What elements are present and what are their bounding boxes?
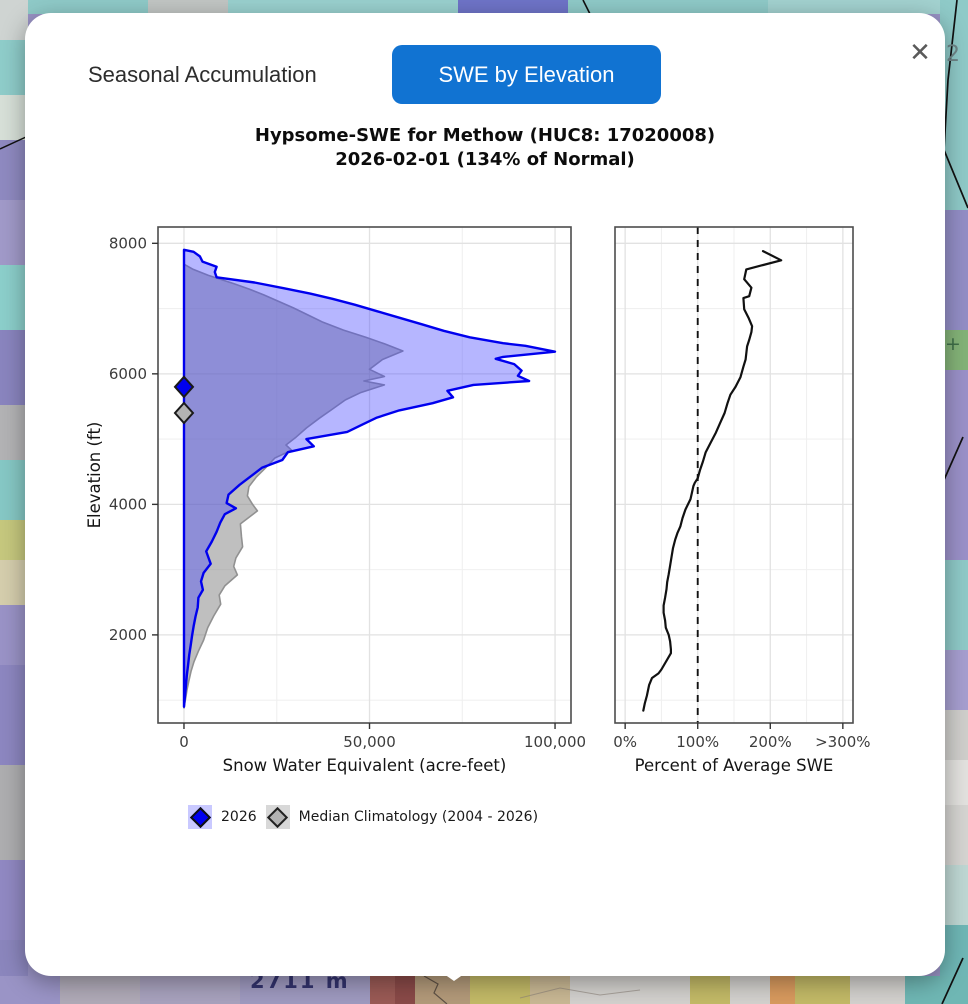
- map-tile: [0, 976, 60, 1004]
- close-icon[interactable]: ✕: [909, 36, 931, 67]
- legend-diamond-icon: [188, 805, 212, 829]
- map-number-label: 2: [946, 42, 960, 67]
- map-tile: [0, 265, 28, 330]
- svg-text:100,000: 100,000: [524, 733, 586, 751]
- svg-text:100%: 100%: [676, 733, 719, 751]
- svg-text:0%: 0%: [613, 733, 637, 751]
- map-tile: [770, 976, 795, 1004]
- svg-text:2000: 2000: [109, 626, 147, 644]
- map-tile: [795, 976, 850, 1004]
- chart-title: Hypsome-SWE for Methow (HUC8: 17020008): [254, 125, 716, 146]
- map-tile: [0, 0, 28, 40]
- swe-popup: Seasonal Accumulation SWE by Elevation ✕…: [25, 13, 945, 976]
- svg-text:>300%: >300%: [815, 733, 870, 751]
- map-tile: [768, 0, 948, 14]
- svg-text:8000: 8000: [109, 234, 147, 252]
- tab-swe-by-elevation[interactable]: SWE by Elevation: [392, 45, 661, 104]
- svg-text:0: 0: [179, 733, 189, 751]
- legend-item: 2026: [188, 805, 257, 829]
- svg-text:Elevation (ft): Elevation (ft): [85, 422, 104, 529]
- hypsome-swe-chart: 0 50,000 100,000 2000 4000 6000 8000 Snow Water…: [85, 226, 871, 775]
- map-tile: [0, 520, 28, 560]
- tab-seasonal-accumulation[interactable]: Seasonal Accumulation: [88, 62, 317, 87]
- map-tile: [0, 200, 28, 265]
- svg-text:Snow Water Equivalent (acre-fe: Snow Water Equivalent (acre-feet): [223, 756, 507, 775]
- legend-diamond-icon: [265, 805, 290, 829]
- legend-label: 2026: [221, 809, 257, 825]
- legend-item: Median Climatology (2004 - 2026): [265, 805, 539, 829]
- map-tile: [570, 976, 690, 1004]
- svg-text:6000: 6000: [109, 365, 147, 383]
- map-tile: [850, 976, 905, 1004]
- map-tile: [0, 330, 28, 405]
- map-tile: [458, 0, 568, 14]
- map-tile: [0, 860, 28, 940]
- map-tile: [148, 0, 228, 14]
- map-tile: [140, 976, 240, 1004]
- chart-legend: 2026 Median Climatology (2004 - 2026): [188, 805, 538, 829]
- map-tile: [0, 140, 28, 200]
- map-tile: [0, 560, 28, 605]
- svg-text:4000: 4000: [109, 495, 147, 513]
- map-tile: [690, 976, 730, 1004]
- svg-text:50,000: 50,000: [343, 733, 396, 751]
- map-tile: [240, 976, 370, 1004]
- map-tile: [0, 40, 28, 95]
- map-tile: [0, 95, 28, 140]
- map-tile: [905, 976, 968, 1004]
- map-tile: [0, 405, 28, 460]
- map-tile: [228, 0, 458, 14]
- map-tile: [0, 605, 28, 665]
- legend-label: Median Climatology (2004 - 2026): [298, 809, 539, 825]
- svg-text:Percent of Average SWE: Percent of Average SWE: [635, 756, 834, 775]
- map-tile: [28, 0, 148, 14]
- popup-pointer: [427, 962, 481, 981]
- svg-text:200%: 200%: [749, 733, 792, 751]
- map-tile: [0, 765, 28, 860]
- map-tile: [0, 460, 28, 520]
- chart-subtitle: 2026-02-01 (134% of Normal): [335, 149, 635, 170]
- map-tile: [0, 665, 28, 765]
- map-plus-marker: +: [945, 333, 961, 355]
- map-tile: [568, 0, 768, 14]
- map-tile: [730, 976, 770, 1004]
- map-tile: [60, 976, 140, 1004]
